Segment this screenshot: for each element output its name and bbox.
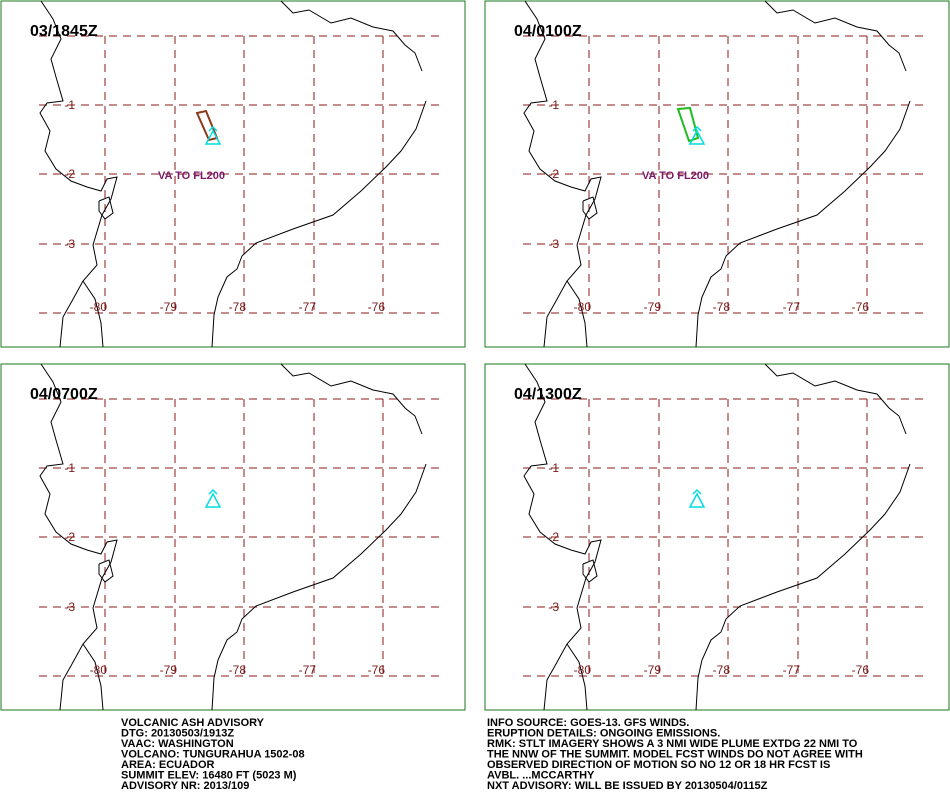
lon-label: -76 xyxy=(852,663,870,677)
coastline xyxy=(82,643,104,711)
volcano-icon xyxy=(688,129,706,145)
coastline xyxy=(764,0,907,72)
lon-label: -77 xyxy=(299,300,317,314)
ash-label: VA TO FL200 xyxy=(158,170,225,182)
coastline xyxy=(211,463,427,711)
lon-label: -78 xyxy=(713,663,731,677)
forecast-time: 04/0100Z xyxy=(514,23,582,40)
lat-label: -1 xyxy=(548,461,559,475)
lon-label: -80 xyxy=(574,663,592,677)
coastline xyxy=(82,280,104,348)
advisory-line: OBSERVED DIRECTION OF MOTION SO NO 12 OR… xyxy=(487,759,830,771)
advisory-line: RMK: STLT IMAGERY SHOWS A 3 NMI WIDE PLU… xyxy=(487,738,858,750)
volcano-icon xyxy=(204,492,222,508)
map-panel: -1 -2 -3 -80 -79 -78 -77 -76 04/1300Z xyxy=(484,363,950,711)
coastline xyxy=(39,0,118,348)
coastline xyxy=(764,363,907,435)
volcano-icon xyxy=(208,125,218,132)
volcano-icon xyxy=(692,488,702,495)
lat-label: -2 xyxy=(548,530,559,544)
coastline xyxy=(39,363,118,711)
ash-plume xyxy=(676,106,700,143)
advisory-line: DTG: 20130503/1913Z xyxy=(121,728,234,740)
map-panel: -1 -2 -3 -80 -79 -78 -77 -76 03/1845Z VA TO FL200 xyxy=(0,0,466,348)
lat-label: -1 xyxy=(64,461,75,475)
coastline xyxy=(582,559,598,583)
coastline xyxy=(280,0,423,72)
lon-label: -76 xyxy=(852,300,870,314)
ash-label: VA TO FL200 xyxy=(642,170,709,182)
coastline xyxy=(280,363,423,435)
lon-label: -79 xyxy=(160,663,178,677)
coastline xyxy=(523,0,602,348)
volcano-icon xyxy=(208,488,218,495)
lon-label: -78 xyxy=(713,300,731,314)
map-panel: -1 -2 -3 -80 -79 -78 -77 -76 04/0100Z VA TO FL200 xyxy=(484,0,950,348)
advisory-line: VOLCANIC ASH ADVISORY xyxy=(121,717,265,729)
advisory-line: AREA: ECUADOR xyxy=(121,759,215,771)
advisory-line: AVBL. ...MCCARTHY xyxy=(487,770,595,782)
lon-label: -77 xyxy=(299,663,317,677)
lat-label: -3 xyxy=(548,237,559,251)
coastline xyxy=(566,643,588,711)
lon-label: -80 xyxy=(90,300,108,314)
lon-label: -76 xyxy=(368,663,386,677)
advisory-line: ADVISORY NR: 2013/109 xyxy=(121,780,249,792)
advisory-line: VOLCANO: TUNGURAHUA 1502-08 xyxy=(121,749,305,761)
lon-label: -80 xyxy=(90,663,108,677)
lat-label: -3 xyxy=(64,237,75,251)
advisory-line: THE NNW OF THE SUMMIT. MODEL FCST WINDS … xyxy=(487,749,863,761)
coastline xyxy=(98,196,114,220)
advisory-line: VAAC: WASHINGTON xyxy=(121,738,234,750)
lat-label: -1 xyxy=(64,98,75,112)
volcano-icon xyxy=(688,492,706,508)
lon-label: -79 xyxy=(644,663,662,677)
coastline xyxy=(523,363,602,711)
advisory-line: INFO SOURCE: GOES-13. GFS WINDS. xyxy=(487,717,689,729)
coastline xyxy=(695,100,911,348)
lon-label: -78 xyxy=(229,663,247,677)
coastline xyxy=(98,559,114,583)
lon-label: -79 xyxy=(644,300,662,314)
lat-label: -1 xyxy=(548,98,559,112)
lon-label: -78 xyxy=(229,300,247,314)
lon-label: -77 xyxy=(783,300,801,314)
lat-label: -3 xyxy=(64,600,75,614)
map-panel: -1 -2 -3 -80 -79 -78 -77 -76 04/0700Z xyxy=(0,363,466,711)
lon-label: -79 xyxy=(160,300,178,314)
forecast-time: 04/1300Z xyxy=(514,386,582,403)
volcano-icon xyxy=(692,125,702,132)
lat-label: -2 xyxy=(64,167,75,181)
coastline xyxy=(582,196,598,220)
lat-label: -2 xyxy=(548,167,559,181)
lat-label: -2 xyxy=(64,530,75,544)
forecast-time: 04/0700Z xyxy=(30,386,98,403)
lon-label: -76 xyxy=(368,300,386,314)
lon-label: -80 xyxy=(574,300,592,314)
advisory-line: ERUPTION DETAILS: ONGOING EMISSIONS. xyxy=(487,728,720,740)
volcano-icon xyxy=(204,129,222,145)
coastline xyxy=(211,100,427,348)
coastline xyxy=(695,463,911,711)
lon-label: -77 xyxy=(783,663,801,677)
lat-label: -3 xyxy=(548,600,559,614)
forecast-time: 03/1845Z xyxy=(30,23,98,40)
advisory-line: SUMMIT ELEV: 16480 FT (5023 M) xyxy=(121,770,297,782)
coastline xyxy=(566,280,588,348)
advisory-line: NXT ADVISORY: WILL BE ISSUED BY 20130504… xyxy=(487,780,768,792)
